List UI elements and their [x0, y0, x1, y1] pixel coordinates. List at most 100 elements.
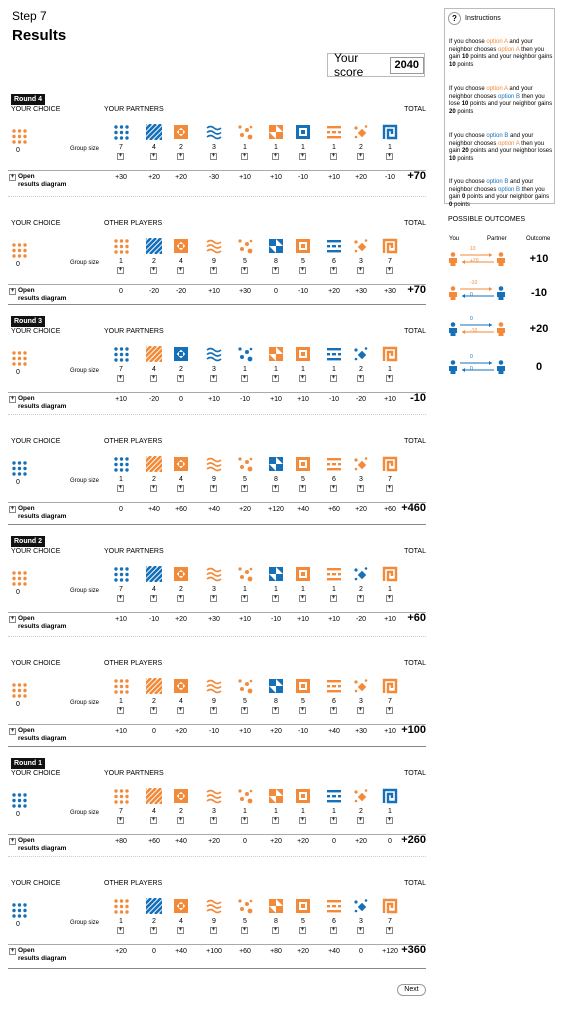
expand-icon[interactable]: + [299, 153, 306, 160]
expand-icon[interactable]: + [177, 707, 184, 714]
expand-icon[interactable]: + [272, 595, 279, 602]
expand-icon[interactable]: + [150, 707, 157, 714]
expand-icon[interactable]: + [210, 817, 217, 824]
expand-icon[interactable]: + [299, 817, 306, 824]
expand-icon[interactable]: + [210, 595, 217, 602]
expand-icon[interactable]: + [299, 707, 306, 714]
open-results-diagram-link[interactable]: Open results diagram [18, 727, 66, 743]
expand-icon[interactable]: + [330, 153, 337, 160]
expand-icon[interactable]: + [117, 375, 124, 382]
open-results-diagram-link[interactable]: Open results diagram [18, 505, 66, 521]
expand-icon[interactable]: + [210, 153, 217, 160]
expand-icon[interactable]: + [357, 707, 364, 714]
expand-icon[interactable]: + [177, 375, 184, 382]
expand-icon[interactable]: + [177, 153, 184, 160]
expand-icon[interactable]: + [177, 927, 184, 934]
expand-icon[interactable]: + [386, 707, 393, 714]
expand-icon[interactable]: + [357, 485, 364, 492]
expand-icon[interactable]: + [357, 153, 364, 160]
expand-icon[interactable]: + [357, 375, 364, 382]
expand-icon[interactable]: + [210, 927, 217, 934]
expand-icon[interactable]: + [117, 595, 124, 602]
expand-icon[interactable]: + [210, 375, 217, 382]
open-results-diagram-link[interactable]: Open results diagram [18, 287, 66, 303]
expand-icon[interactable]: + [330, 595, 337, 602]
open-results-diagram-link[interactable]: Open results diagram [18, 173, 66, 189]
expand-icon[interactable]: + [241, 267, 248, 274]
open-diagram-icon[interactable]: + [9, 728, 16, 735]
expand-icon[interactable]: + [210, 707, 217, 714]
expand-icon[interactable]: + [177, 267, 184, 274]
expand-icon[interactable]: + [357, 267, 364, 274]
expand-icon[interactable]: + [150, 267, 157, 274]
expand-icon[interactable]: + [177, 595, 184, 602]
expand-icon[interactable]: + [330, 267, 337, 274]
open-diagram-icon[interactable]: + [9, 396, 16, 403]
expand-icon[interactable]: + [386, 375, 393, 382]
expand-icon[interactable]: + [117, 485, 124, 492]
expand-icon[interactable]: + [386, 595, 393, 602]
expand-icon[interactable]: + [241, 485, 248, 492]
open-results-diagram-link[interactable]: Open results diagram [18, 395, 66, 411]
expand-icon[interactable]: + [299, 485, 306, 492]
expand-icon[interactable]: + [241, 595, 248, 602]
expand-icon[interactable]: + [272, 817, 279, 824]
expand-icon[interactable]: + [150, 817, 157, 824]
open-results-diagram-link[interactable]: Open results diagram [18, 615, 66, 631]
open-results-diagram-link[interactable]: Open results diagram [18, 947, 66, 963]
expand-icon[interactable]: + [117, 927, 124, 934]
expand-icon[interactable]: + [117, 267, 124, 274]
expand-icon[interactable]: + [272, 267, 279, 274]
expand-icon[interactable]: + [177, 817, 184, 824]
expand-icon[interactable]: + [272, 927, 279, 934]
expand-icon[interactable]: + [330, 375, 337, 382]
expand-icon[interactable]: + [272, 153, 279, 160]
expand-icon[interactable]: + [272, 707, 279, 714]
expand-icon[interactable]: + [241, 927, 248, 934]
expand-icon[interactable]: + [117, 153, 124, 160]
expand-icon[interactable]: + [299, 267, 306, 274]
open-line-1: Open [18, 727, 35, 734]
expand-icon[interactable]: + [177, 485, 184, 492]
open-diagram-icon[interactable]: + [9, 838, 16, 845]
open-diagram-icon[interactable]: + [9, 288, 16, 295]
expand-icon[interactable]: + [330, 485, 337, 492]
open-diagram-icon[interactable]: + [9, 948, 16, 955]
help-icon[interactable]: ? [448, 12, 461, 25]
expand-icon[interactable]: + [241, 375, 248, 382]
expand-icon[interactable]: + [241, 153, 248, 160]
expand-icon[interactable]: + [357, 927, 364, 934]
expand-icon[interactable]: + [299, 927, 306, 934]
expand-icon[interactable]: + [386, 485, 393, 492]
expand-icon[interactable]: + [210, 267, 217, 274]
group-size-value: 4 [179, 698, 183, 705]
expand-icon[interactable]: + [357, 817, 364, 824]
expand-icon[interactable]: + [357, 595, 364, 602]
expand-icon[interactable]: + [330, 927, 337, 934]
expand-icon[interactable]: + [272, 485, 279, 492]
expand-icon[interactable]: + [210, 485, 217, 492]
open-results-diagram-link[interactable]: Open results diagram [18, 837, 66, 853]
expand-icon[interactable]: + [150, 375, 157, 382]
expand-icon[interactable]: + [386, 153, 393, 160]
expand-icon[interactable]: + [117, 817, 124, 824]
expand-icon[interactable]: + [150, 153, 157, 160]
expand-icon[interactable]: + [299, 595, 306, 602]
open-diagram-icon[interactable]: + [9, 174, 16, 181]
expand-icon[interactable]: + [386, 817, 393, 824]
next-button[interactable]: Next [397, 984, 426, 996]
expand-icon[interactable]: + [241, 707, 248, 714]
open-diagram-icon[interactable]: + [9, 506, 16, 513]
expand-icon[interactable]: + [150, 595, 157, 602]
expand-icon[interactable]: + [150, 927, 157, 934]
expand-icon[interactable]: + [241, 817, 248, 824]
expand-icon[interactable]: + [386, 267, 393, 274]
expand-icon[interactable]: + [330, 707, 337, 714]
expand-icon[interactable]: + [299, 375, 306, 382]
expand-icon[interactable]: + [150, 485, 157, 492]
expand-icon[interactable]: + [330, 817, 337, 824]
expand-icon[interactable]: + [386, 927, 393, 934]
expand-icon[interactable]: + [117, 707, 124, 714]
expand-icon[interactable]: + [272, 375, 279, 382]
open-diagram-icon[interactable]: + [9, 616, 16, 623]
